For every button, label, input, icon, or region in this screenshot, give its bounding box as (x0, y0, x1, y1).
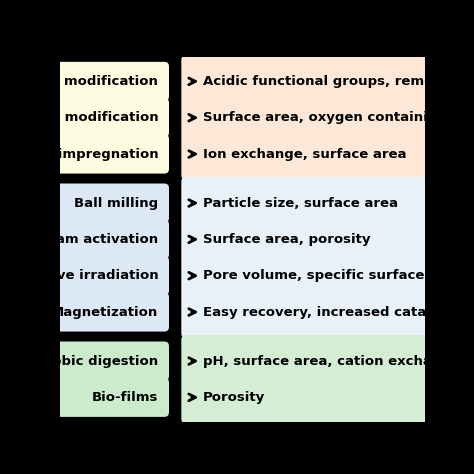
FancyBboxPatch shape (0, 62, 169, 101)
Text: Porosity: Porosity (203, 391, 265, 404)
Text: Particle size, surface area: Particle size, surface area (203, 197, 398, 210)
FancyBboxPatch shape (0, 341, 169, 381)
FancyBboxPatch shape (0, 378, 169, 417)
Text: Ion exchange, surface area: Ion exchange, surface area (203, 147, 406, 161)
Text: Acidic functional groups, removes: Acidic functional groups, removes (203, 75, 459, 88)
FancyBboxPatch shape (0, 292, 169, 332)
Text: Metal impregnation: Metal impregnation (10, 147, 158, 161)
FancyBboxPatch shape (0, 98, 169, 137)
Text: Bio-films: Bio-films (92, 391, 158, 404)
FancyBboxPatch shape (0, 220, 169, 259)
FancyBboxPatch shape (0, 183, 169, 223)
Text: Easy recovery, increased catalytic: Easy recovery, increased catalytic (203, 306, 458, 319)
Text: Anaerobic digestion: Anaerobic digestion (8, 355, 158, 367)
Text: Surface area, porosity: Surface area, porosity (203, 233, 370, 246)
Text: Surface area, oxygen containing f: Surface area, oxygen containing f (203, 111, 457, 124)
FancyBboxPatch shape (0, 256, 169, 295)
Text: Ball milling: Ball milling (74, 197, 158, 210)
Text: Steam activation: Steam activation (31, 233, 158, 246)
FancyBboxPatch shape (182, 335, 430, 423)
Text: pH, surface area, cation exchange: pH, surface area, cation exchange (203, 355, 460, 367)
Text: Magnetization: Magnetization (51, 306, 158, 319)
FancyBboxPatch shape (0, 135, 169, 173)
Text: Microwave irradiation: Microwave irradiation (0, 269, 158, 282)
FancyBboxPatch shape (182, 177, 430, 338)
Text: Base modification: Base modification (24, 111, 158, 124)
Text: Acid modification: Acid modification (27, 75, 158, 88)
FancyBboxPatch shape (182, 55, 430, 180)
Text: Pore volume, specific surface are: Pore volume, specific surface are (203, 269, 454, 282)
